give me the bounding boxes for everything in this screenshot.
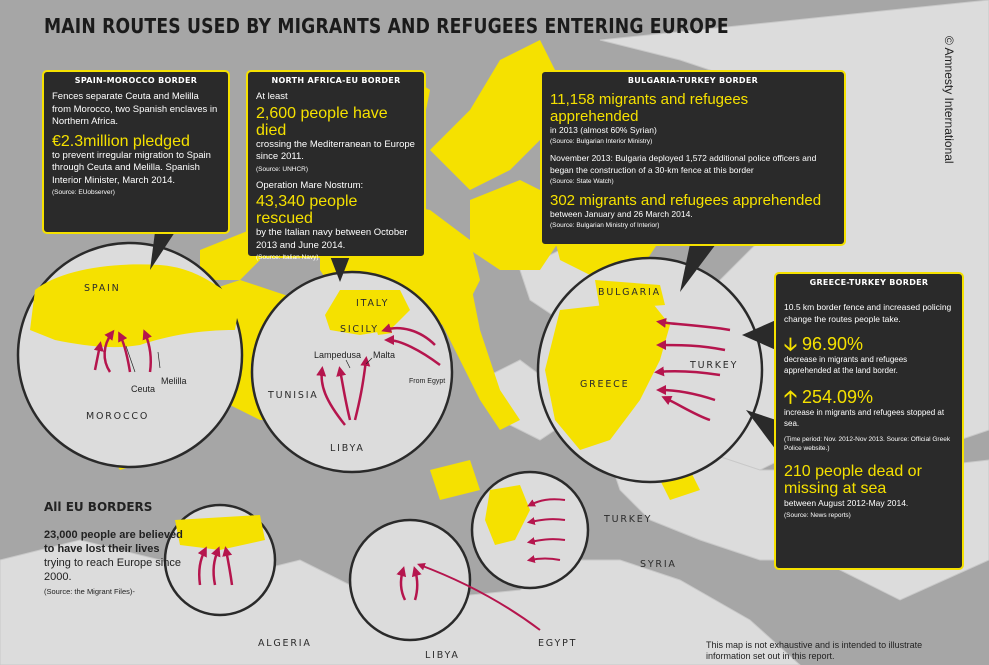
box-source: (Source: State Watch) bbox=[550, 178, 614, 185]
box-source: (Source: UNHCR) bbox=[256, 165, 309, 173]
box-source: (Source: Bulgarian Interior Ministry) bbox=[550, 138, 653, 145]
box-highlight: 11,158 migrants and refugees apprehended bbox=[550, 91, 749, 125]
italy-libya-inset bbox=[250, 270, 454, 474]
central-med-inset bbox=[348, 518, 541, 642]
box-source: (Source: Bulgarian Ministry of Interior) bbox=[550, 222, 660, 229]
north-africa-box: NORTH AFRICA-EU BORDER At least 2,600 pe… bbox=[246, 70, 426, 261]
box-heading: NORTH AFRICA-EU BORDER bbox=[271, 76, 401, 85]
eu-text: trying to reach Europe since 2000. bbox=[44, 557, 181, 583]
label-syria: SYRIA bbox=[640, 559, 677, 570]
eu-heading: All EU BORDERS bbox=[44, 500, 153, 514]
label-tunisia: TUNISIA bbox=[268, 390, 319, 401]
stat-decrease: 🡣 96.90% bbox=[784, 335, 954, 354]
label-algeria: ALGERIA bbox=[258, 638, 312, 649]
label-lampedusa: Lampedusa bbox=[314, 350, 362, 360]
box-heading: BULGARIA-TURKEY BORDER bbox=[627, 76, 759, 85]
box-text: Operation Mare Nostrum: bbox=[256, 179, 364, 191]
label-from-egypt: From Egypt bbox=[409, 378, 446, 385]
label-sicily: SICILY bbox=[340, 324, 379, 335]
box-heading: SPAIN-MOROCCO BORDER bbox=[74, 76, 198, 85]
box-highlight: 2,600 people have died bbox=[256, 104, 388, 139]
label-italy: ITALY bbox=[356, 298, 390, 309]
stat-increase: 🡡 254.09% bbox=[784, 388, 954, 407]
label-turkey: TURKEY bbox=[604, 514, 653, 525]
stat-value: 254.09% bbox=[801, 387, 874, 407]
box-text: by the Italian navy between October 2013… bbox=[256, 227, 408, 251]
box-highlight: €2.3million pledged bbox=[52, 132, 190, 150]
box-text: crossing the Mediterranean to Europe sin… bbox=[256, 138, 415, 163]
box-text: At least bbox=[256, 91, 288, 102]
box-text: increase in migrants and refugees stoppe… bbox=[784, 408, 945, 428]
box-text: November 2013: Bulgaria deployed 1,572 a… bbox=[550, 153, 817, 175]
label-melilla: Melilla bbox=[161, 376, 187, 386]
box-text: between August 2012-May 2014. bbox=[784, 498, 909, 508]
box-highlight: 302 migrants and refugees apprehended bbox=[550, 192, 822, 209]
box-source: (Source: EUobserver) bbox=[52, 189, 115, 196]
credit: © Amnesty International bbox=[942, 36, 956, 164]
label-greece: GREECE bbox=[580, 379, 630, 390]
label-malta: Malta bbox=[373, 350, 396, 360]
stat-value: 96.90% bbox=[801, 334, 864, 354]
up-arrow-icon: 🡡 bbox=[784, 387, 797, 407]
western-med-inset bbox=[163, 503, 277, 617]
box-text: decrease in migrants and refugees appreh… bbox=[784, 355, 908, 375]
box-highlight: 210 people dead or missing at sea bbox=[784, 463, 922, 497]
label-bulgaria: BULGARIA bbox=[598, 287, 661, 298]
box-text: Fences separate Ceuta and Melilla from M… bbox=[52, 91, 218, 127]
label-spain: SPAIN bbox=[84, 283, 121, 294]
box-highlight: 43,340 people rescued bbox=[256, 193, 358, 227]
box-source: (Source: News reports) bbox=[784, 511, 851, 519]
eu-borders-panel: All EU BORDERS 23,000 people are believe… bbox=[44, 500, 184, 596]
label-egypt: EGYPT bbox=[538, 638, 578, 649]
greece-turkey-box: GREECE-TURKEY BORDER 10.5 km border fenc… bbox=[774, 272, 964, 570]
label-libya-inset: LIBYA bbox=[330, 443, 365, 454]
greece-turkey-inset bbox=[536, 256, 764, 484]
bulgaria-turkey-box: BULGARIA-TURKEY BORDER 11,158 migrants a… bbox=[540, 70, 846, 246]
eu-source: (Source: the Migrant Files)- bbox=[44, 587, 135, 596]
spain-morocco-inset bbox=[16, 241, 244, 469]
box-text: in 2013 (almost 60% Syrian) bbox=[550, 125, 657, 135]
spain-morocco-box: SPAIN-MOROCCO BORDER Fences separate Ceu… bbox=[42, 70, 230, 234]
label-libya: LIBYA bbox=[425, 650, 460, 661]
box-text: to prevent irregular migration to Spain … bbox=[52, 149, 211, 186]
down-arrow-icon: 🡣 bbox=[784, 334, 797, 354]
label-morocco: MOROCCO bbox=[86, 411, 150, 422]
label-ceuta: Ceuta bbox=[131, 384, 156, 394]
page-title: MAIN ROUTES USED BY MIGRANTS AND REFUGEE… bbox=[44, 14, 729, 38]
label-turkey-inset: TURKEY bbox=[690, 360, 739, 371]
box-text: between January and 26 March 2014. bbox=[550, 209, 693, 219]
eu-bold: 23,000 people are believed to have lost … bbox=[44, 529, 183, 555]
aegean-inset bbox=[470, 470, 590, 590]
box-heading: GREECE-TURKEY BORDER bbox=[809, 278, 929, 287]
box-text: 10.5 km border fence and increased polic… bbox=[784, 302, 952, 324]
box-source: (Time period: Nov. 2012-Nov 2013. Source… bbox=[784, 436, 951, 452]
box-source: (Source: Italian Navy) bbox=[256, 254, 319, 261]
map-note: This map is not exhaustive and is intend… bbox=[706, 640, 923, 661]
